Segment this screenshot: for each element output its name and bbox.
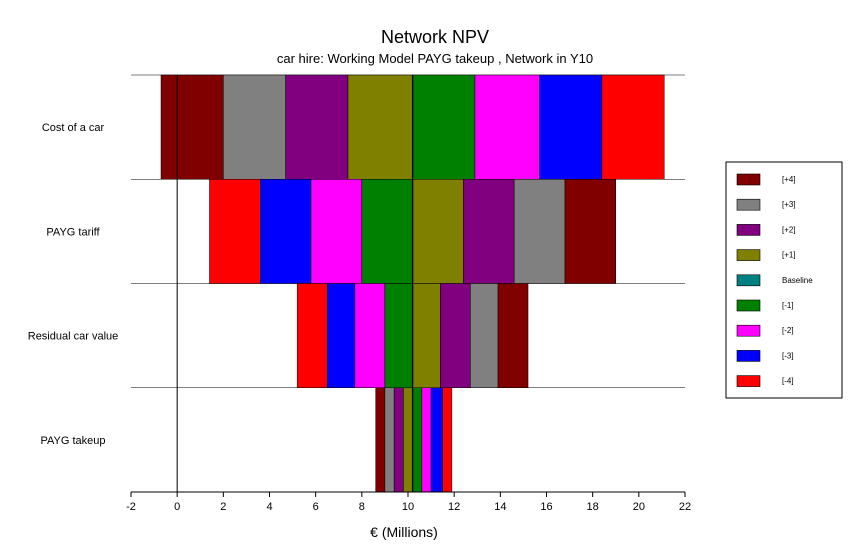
bar-segment bbox=[430, 387, 443, 493]
legend-label: Baseline bbox=[782, 276, 813, 285]
bar-segment bbox=[375, 387, 386, 493]
bar-segment bbox=[403, 387, 413, 493]
legend-swatch bbox=[736, 299, 761, 312]
x-tick-label: 8 bbox=[359, 501, 365, 513]
x-tick-label: 0 bbox=[174, 501, 180, 513]
bar-segment bbox=[601, 74, 665, 180]
bar-segment bbox=[285, 74, 349, 180]
bar-segment bbox=[412, 179, 464, 284]
legend-label: [+4] bbox=[782, 175, 796, 184]
legend-label: [-4] bbox=[782, 377, 794, 386]
bar-segment bbox=[442, 387, 453, 493]
bar-segment bbox=[260, 179, 312, 284]
bar-segment bbox=[354, 283, 386, 388]
category-label: Cost of a car bbox=[42, 122, 105, 134]
legend-swatch bbox=[736, 350, 761, 362]
legend-label: [+2] bbox=[782, 225, 796, 234]
bar-segment bbox=[564, 179, 617, 284]
bar-segment bbox=[160, 74, 224, 180]
x-tick-label: 10 bbox=[402, 501, 414, 513]
chart-title: Network NPV bbox=[381, 27, 489, 47]
legend-swatch bbox=[736, 224, 761, 236]
legend-swatch bbox=[736, 249, 761, 261]
bar-segment bbox=[384, 283, 413, 388]
bar-segment bbox=[223, 74, 286, 180]
bar-segment bbox=[326, 283, 356, 388]
bar-segment bbox=[421, 387, 432, 493]
x-tick-label: 22 bbox=[679, 501, 691, 513]
x-tick-label: 14 bbox=[494, 501, 506, 513]
legend-swatch bbox=[736, 173, 761, 186]
bar-segment bbox=[412, 283, 441, 388]
legend-swatch bbox=[736, 198, 761, 211]
x-tick-label: 12 bbox=[448, 501, 460, 513]
legend-label: [+3] bbox=[782, 200, 796, 209]
legend-label: [+1] bbox=[782, 251, 796, 260]
legend-label: [-3] bbox=[782, 351, 794, 360]
category-labels: Cost of a car PAYG tariff Residual car val… bbox=[28, 122, 119, 447]
x-tick-label: 4 bbox=[266, 501, 272, 513]
legend-swatch bbox=[736, 324, 761, 337]
x-axis: -2 0 2 4 6 8 10 12 14 16 18 20 22 bbox=[126, 491, 691, 513]
bar-segment bbox=[463, 179, 515, 284]
legend-swatch bbox=[736, 375, 761, 387]
bar-segment bbox=[296, 283, 328, 388]
bars-group bbox=[160, 74, 665, 493]
x-tick-label: 2 bbox=[220, 501, 226, 513]
bar-segment bbox=[513, 179, 566, 284]
category-label: PAYG tariff bbox=[46, 226, 100, 238]
bar-segment bbox=[209, 179, 261, 284]
bar-segment bbox=[470, 283, 499, 388]
bar-segment bbox=[310, 179, 363, 284]
x-axis-label: € (Millions) bbox=[370, 524, 438, 540]
bar-segment bbox=[412, 387, 423, 493]
category-label: PAYG takeup bbox=[40, 435, 105, 447]
bar-segment bbox=[393, 387, 404, 493]
chart-subtitle: car hire: Working Model PAYG takeup , Ne… bbox=[277, 51, 593, 66]
bar-segment bbox=[384, 387, 395, 493]
x-tick-label: 16 bbox=[540, 501, 552, 513]
bar-segment bbox=[347, 74, 413, 180]
bar-segment bbox=[361, 179, 413, 284]
bar-segment bbox=[539, 74, 603, 180]
legend-label: [-2] bbox=[782, 326, 794, 335]
legend-label: [-1] bbox=[782, 301, 794, 310]
bar-segment bbox=[440, 283, 471, 388]
bar-segment bbox=[412, 74, 476, 180]
category-label: Residual car value bbox=[28, 331, 119, 343]
x-tick-label: -2 bbox=[126, 501, 136, 513]
bar-segment bbox=[474, 74, 540, 180]
legend: [+4] [+3] [+2] [+1] Baseline [-1] [-2] [-3] [-4] bbox=[725, 161, 843, 399]
x-tick-label: 20 bbox=[633, 501, 645, 513]
x-tick-label: 6 bbox=[313, 501, 319, 513]
bar-segment bbox=[497, 283, 529, 388]
x-tick-label: 18 bbox=[587, 501, 599, 513]
legend-swatch bbox=[736, 274, 761, 287]
